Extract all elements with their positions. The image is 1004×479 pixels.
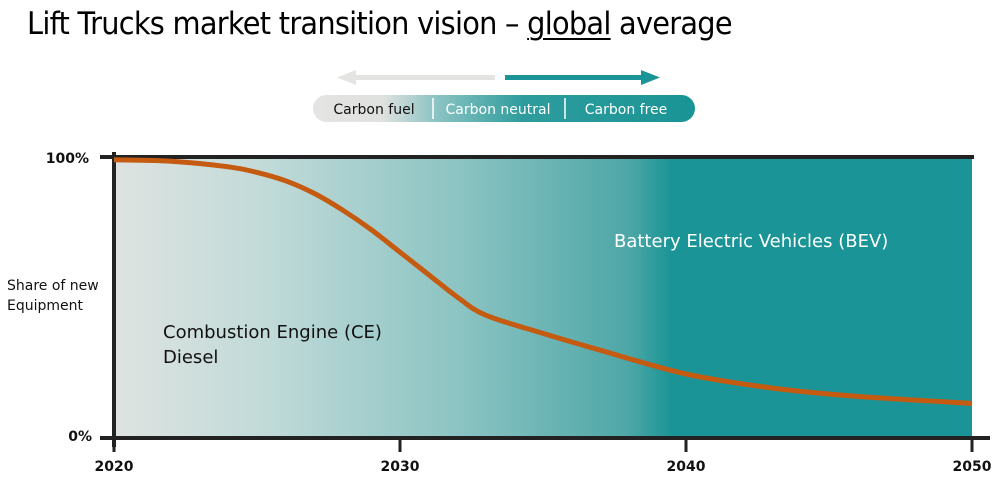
carbon-free-arrow bbox=[505, 70, 660, 85]
pill-segment-carbon-neutral: Carbon neutral bbox=[446, 102, 551, 118]
y-axis-label: Share of new Equipment bbox=[7, 276, 99, 316]
x-tick-label-2030: 2030 bbox=[381, 459, 420, 475]
annotation-bev: Battery Electric Vehicles (BEV) bbox=[614, 231, 888, 252]
ce-data-point-2033 bbox=[484, 313, 488, 317]
ce-data-point-2027 bbox=[312, 191, 316, 195]
y-tick-label-100: 100% bbox=[46, 151, 89, 167]
pill-segment-carbon-free: Carbon free bbox=[585, 102, 668, 118]
arrow-right-shaft bbox=[505, 75, 645, 80]
annotation-ce: Combustion Engine (CE) bbox=[163, 322, 382, 343]
arrow-left-shaft bbox=[352, 75, 495, 80]
ce-data-point-2024 bbox=[226, 165, 230, 169]
ce-data-point-2020 bbox=[112, 158, 116, 162]
title-text: Lift Trucks market transition vision – bbox=[27, 6, 528, 42]
ce-data-point-2028 bbox=[341, 208, 345, 212]
x-tick-label-2050: 2050 bbox=[953, 459, 992, 475]
title-underlined-word: global bbox=[527, 6, 611, 42]
ce-data-point-2050 bbox=[970, 401, 974, 405]
y-tick-label-0: 0% bbox=[68, 429, 92, 445]
annotation-ce-diesel: Diesel bbox=[163, 347, 218, 368]
chart-title: Lift Trucks market transition vision – g… bbox=[27, 6, 733, 42]
ce-data-point-2031 bbox=[427, 273, 431, 277]
ce-data-point-2040 bbox=[684, 372, 688, 376]
ce-data-point-2026 bbox=[284, 179, 288, 183]
pill-segment-carbon-fuel: Carbon fuel bbox=[333, 102, 414, 118]
arrow-left-head-icon bbox=[337, 70, 356, 85]
ce-data-point-2030 bbox=[398, 250, 402, 254]
pill-bg bbox=[313, 95, 695, 122]
carbon-fuel-arrow bbox=[337, 70, 495, 85]
ce-data-point-2037 bbox=[598, 348, 602, 352]
ce-data-point-2032 bbox=[455, 295, 459, 299]
plot-area bbox=[114, 157, 972, 437]
transition-pill: Carbon fuel Carbon neutral Carbon free bbox=[313, 95, 695, 122]
arrow-right-head-icon bbox=[641, 70, 660, 85]
ce-data-point-2046 bbox=[856, 394, 860, 398]
title-text-end: average bbox=[610, 6, 733, 42]
y-axis-label-text: Share of new Equipment bbox=[7, 278, 99, 314]
x-tick-label-2020: 2020 bbox=[95, 459, 134, 475]
ce-data-point-2022 bbox=[169, 159, 173, 163]
ce-data-point-2029 bbox=[369, 228, 373, 232]
ce-data-point-2043 bbox=[770, 386, 774, 390]
ce-data-point-2025 bbox=[255, 170, 259, 174]
x-tick-label-2040: 2040 bbox=[667, 459, 706, 475]
ce-share-line bbox=[113, 157, 973, 406]
ce-data-point-2035 bbox=[541, 331, 545, 335]
